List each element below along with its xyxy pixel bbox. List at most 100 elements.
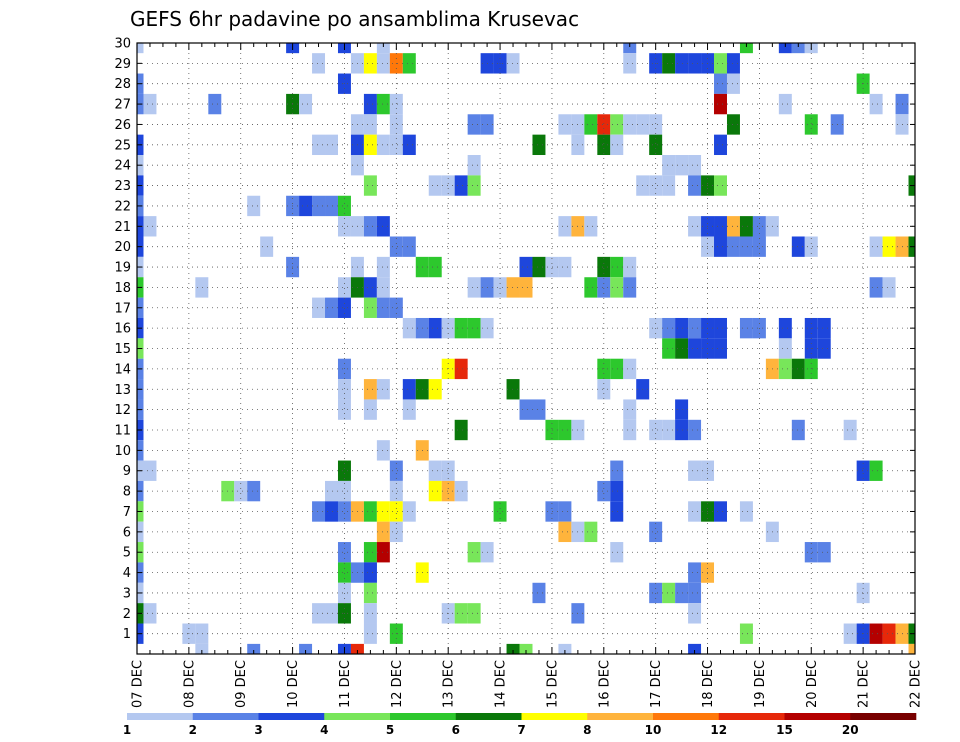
heatmap-cell — [389, 114, 403, 135]
heatmap-cell — [299, 195, 313, 217]
heatmap-cell — [610, 256, 624, 278]
heatmap-cell — [714, 501, 727, 522]
heatmap-cell — [752, 216, 766, 237]
heatmap-cell — [688, 338, 702, 359]
heatmap-cell — [325, 134, 338, 156]
heatmap-cell — [610, 358, 624, 380]
heatmap-cell — [441, 480, 455, 502]
x-tick-label: 17 DEC — [649, 660, 664, 708]
heatmap-cell — [364, 664, 377, 684]
y-tick-label: 2 — [123, 607, 131, 622]
colorbar-tick-label: 12 — [710, 723, 727, 737]
colorbar-tick-label: 4 — [320, 723, 328, 737]
heatmap-cell — [454, 603, 468, 624]
colorbar-tick-label: 7 — [517, 723, 525, 737]
heatmap-cell — [312, 195, 326, 217]
heatmap-cell — [454, 480, 468, 502]
y-tick-label: 13 — [114, 383, 131, 398]
heatmap-cell — [610, 134, 624, 156]
heatmap-cell — [363, 501, 377, 522]
heatmap-cell — [143, 93, 157, 115]
heatmap-cell — [688, 53, 702, 74]
heatmap-cell — [584, 664, 597, 684]
heatmap-cell — [337, 399, 351, 420]
heatmap-cell — [376, 440, 390, 461]
y-tick-label: 3 — [123, 586, 131, 601]
heatmap-cell — [376, 542, 390, 563]
heatmap-cell — [856, 582, 870, 604]
colorbar-tick-label: 1 — [123, 723, 131, 737]
heatmap-cell — [649, 114, 663, 135]
heatmap-cell — [571, 664, 584, 684]
heatmap-cell — [376, 521, 390, 543]
y-tick-label: 9 — [123, 464, 131, 479]
heatmap-cell — [532, 399, 546, 420]
heatmap-cell — [337, 195, 351, 217]
heatmap-cell — [739, 623, 753, 644]
y-tick-label: 25 — [114, 138, 131, 153]
heatmap-cell — [688, 419, 702, 441]
heatmap-cell — [363, 216, 377, 237]
heatmap-cell — [623, 399, 637, 420]
heatmap-cell — [532, 134, 546, 156]
heatmap-cell — [623, 43, 637, 54]
heatmap-cell — [675, 317, 689, 339]
heatmap-cell — [363, 93, 377, 115]
heatmap-cell — [337, 562, 351, 583]
heatmap-cell — [558, 114, 572, 135]
heatmap-cell — [299, 93, 313, 115]
colorbar-segment — [324, 713, 391, 720]
heatmap-cell — [623, 53, 637, 74]
heatmap-cell — [597, 114, 611, 135]
y-tick-label: 14 — [114, 362, 131, 377]
heatmap-cell — [376, 53, 390, 74]
heatmap-cell — [791, 358, 805, 380]
heatmap-cell — [376, 93, 390, 115]
heatmap-cell — [649, 419, 663, 441]
heatmap-cell — [247, 195, 261, 217]
heatmap-cell — [467, 542, 481, 563]
heatmap-cell — [402, 379, 416, 400]
y-tick-label: 23 — [114, 179, 131, 194]
heatmap-cell — [610, 542, 624, 563]
heatmap-cell — [363, 114, 377, 135]
heatmap-cell — [778, 43, 792, 54]
heatmap-cell — [428, 379, 442, 400]
heatmap-cell — [337, 297, 351, 318]
heatmap-cell — [610, 460, 624, 481]
heatmap-cell — [337, 379, 351, 400]
heatmap-cell — [610, 480, 624, 502]
heatmap-cell — [843, 419, 857, 441]
heatmap-cell — [363, 53, 377, 74]
heatmap-cell — [843, 623, 857, 644]
y-tick-label: 24 — [114, 159, 131, 174]
heatmap-cell — [389, 501, 403, 522]
heatmap-cell — [363, 379, 377, 400]
heatmap-cell — [597, 256, 611, 278]
heatmap-cell — [688, 155, 702, 176]
colorbar-tick-label: 6 — [452, 723, 460, 737]
heatmap-cell — [688, 460, 702, 481]
colorbar-segment — [653, 713, 720, 720]
colorbar-segment — [521, 713, 588, 720]
heatmap-cell — [688, 501, 702, 522]
colorbar-tick-label: 8 — [583, 723, 591, 737]
colorbar-tick-label: 5 — [386, 723, 394, 737]
heatmap-cell — [791, 236, 805, 257]
heatmap-cell — [610, 501, 624, 522]
heatmap-cell — [532, 582, 546, 604]
heatmap-cell — [597, 134, 611, 156]
heatmap-cell — [714, 134, 727, 156]
heatmap-cell — [208, 93, 222, 115]
grid-layer — [136, 42, 916, 654]
heatmap-cell — [545, 256, 559, 278]
heatmap-cell — [402, 501, 416, 522]
colorbar-segment — [784, 713, 851, 720]
heatmap-cell — [519, 256, 533, 278]
heatmap-cell — [804, 542, 818, 563]
heatmap-cell — [662, 317, 676, 339]
heatmap-cell — [688, 562, 702, 583]
heatmap-cell — [817, 542, 831, 563]
heatmap-cell — [377, 664, 390, 684]
